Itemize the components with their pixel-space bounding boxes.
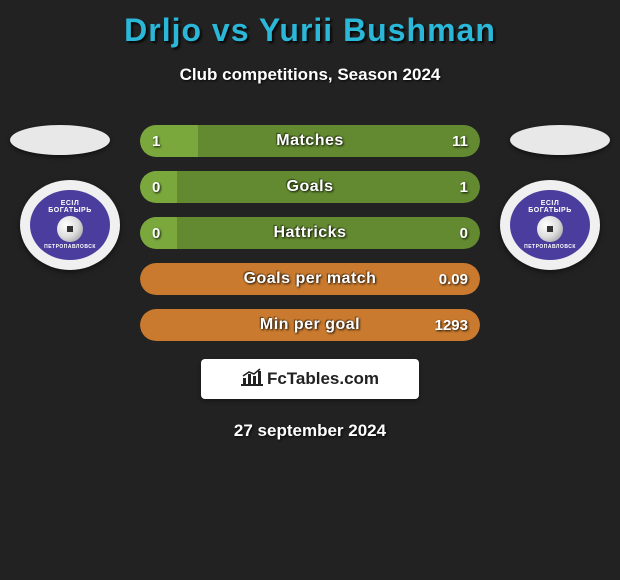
subtitle: Club competitions, Season 2024 (0, 65, 620, 85)
stat-value-right: 0.09 (439, 263, 468, 295)
stat-bars: 1Matches110Goals10Hattricks0Goals per ma… (140, 125, 480, 341)
stat-row: 1Matches11 (140, 125, 480, 157)
club-text-mid: БОГАТЫРЬ (528, 207, 572, 214)
football-icon (537, 216, 563, 242)
stat-row: Goals per match0.09 (140, 263, 480, 295)
page-title: Drljo vs Yurii Bushman (0, 0, 620, 49)
club-text-top: ЕСІЛ (61, 200, 80, 207)
stat-value-right: 0 (460, 217, 468, 249)
branding-text: FcTables.com (267, 369, 379, 389)
date-text: 27 september 2024 (0, 421, 620, 441)
stat-label: Matches (140, 125, 480, 157)
chart-icon (241, 368, 263, 391)
country-flag-left (10, 125, 110, 155)
club-text-mid: БОГАТЫРЬ (48, 207, 92, 214)
club-text-bottom: ПЕТРОПАВЛОВСК (44, 244, 96, 250)
club-badge-right: ЕСІЛ БОГАТЫРЬ ПЕТРОПАВЛОВСК (500, 180, 600, 270)
stat-label: Goals per match (140, 263, 480, 295)
club-badge-left: ЕСІЛ БОГАТЫРЬ ПЕТРОПАВЛОВСК (20, 180, 120, 270)
stat-row: 0Hattricks0 (140, 217, 480, 249)
club-text-bottom: ПЕТРОПАВЛОВСК (524, 244, 576, 250)
comparison-content: ЕСІЛ БОГАТЫРЬ ПЕТРОПАВЛОВСК ЕСІЛ БОГАТЫР… (0, 125, 620, 441)
country-flag-right (510, 125, 610, 155)
football-icon (57, 216, 83, 242)
stat-value-right: 1 (460, 171, 468, 203)
stat-row: 0Goals1 (140, 171, 480, 203)
stat-label: Hattricks (140, 217, 480, 249)
branding-box: FcTables.com (201, 359, 419, 399)
stat-value-right: 1293 (435, 309, 468, 341)
stat-row: Min per goal1293 (140, 309, 480, 341)
club-text-top: ЕСІЛ (541, 200, 560, 207)
stat-value-right: 11 (452, 125, 468, 157)
stat-label: Min per goal (140, 309, 480, 341)
stat-label: Goals (140, 171, 480, 203)
